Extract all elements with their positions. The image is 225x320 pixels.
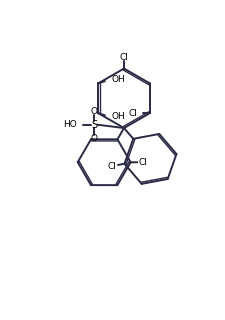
Text: HO: HO	[63, 120, 76, 129]
Text: Cl: Cl	[119, 53, 128, 62]
Text: Cl: Cl	[138, 158, 147, 167]
Text: OH: OH	[110, 112, 124, 121]
Text: OH: OH	[110, 76, 124, 84]
Text: O: O	[90, 107, 97, 116]
Text: O: O	[90, 134, 97, 143]
Text: Cl: Cl	[107, 162, 116, 171]
Text: S: S	[91, 120, 97, 130]
Text: Cl: Cl	[128, 109, 136, 118]
